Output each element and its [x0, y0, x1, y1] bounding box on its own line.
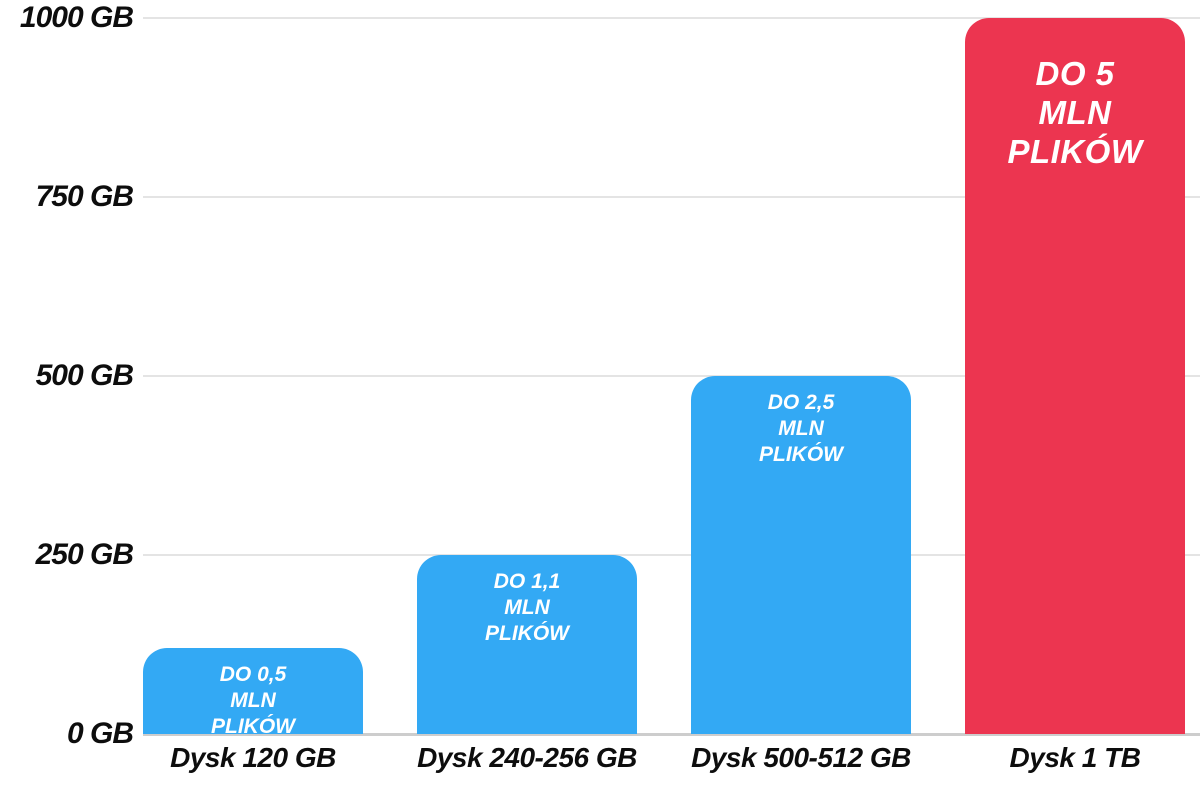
- x-tick-text: Dysk 500-512 GB: [691, 742, 911, 773]
- gridline-1000: [143, 17, 1200, 19]
- x-tick-label-2: Dysk 240-256 GB: [417, 742, 637, 774]
- x-axis: Dysk 120 GB Dysk 240-256 GB Dysk 500-512 G…: [143, 742, 1200, 774]
- y-tick-label-500: 500 GB: [35, 359, 134, 392]
- gridline-500: [143, 375, 1200, 377]
- bar-label: PLIKÓW: [1007, 133, 1143, 170]
- plot-area: DO 0,5 MLN PLIKÓW DO 1,1 MLN PLIKÓW DO 2,5 MLN P…: [143, 18, 1200, 738]
- bar-label: DO 2,5: [767, 391, 835, 414]
- bar-2: DO 1,1 MLN PLIKÓW: [417, 555, 637, 734]
- x-tick-text: Dysk 1 TB: [1009, 742, 1141, 773]
- bar-label: DO 5: [1035, 55, 1115, 92]
- bar-label: PLIKÓW: [485, 622, 569, 645]
- x-tick-text: Dysk 120 GB: [170, 742, 336, 773]
- bar-label: DO 1,1: [493, 570, 561, 593]
- bar-3: DO 2,5 MLN PLIKÓW: [691, 376, 911, 734]
- x-tick-label-4: Dysk 1 TB: [965, 742, 1185, 774]
- bar-label: PLIKÓW: [759, 443, 843, 466]
- bar-label: DO 0,5: [219, 663, 287, 687]
- bar-label: MLN: [504, 596, 550, 619]
- bar-label: MLN: [778, 417, 824, 440]
- x-tick-text: Dysk 240-256 GB: [417, 742, 637, 773]
- x-tick-label-1: Dysk 120 GB: [143, 742, 363, 774]
- y-tick-label-1000: 1000 GB: [19, 1, 134, 34]
- y-tick-label-0: 0 GB: [66, 717, 134, 750]
- bar-label: PLIKÓW: [211, 715, 295, 739]
- bar-1: DO 0,5 MLN PLIKÓW: [143, 648, 363, 738]
- gridline-0: [143, 733, 1200, 736]
- bar-label: MLN: [230, 689, 276, 713]
- bar-4: DO 5 MLN PLIKÓW: [965, 18, 1185, 734]
- y-tick-label-250: 250 GB: [35, 538, 134, 571]
- y-tick-label-750: 750 GB: [35, 180, 134, 213]
- bar-label: MLN: [1038, 94, 1112, 131]
- gridline-750: [143, 196, 1200, 198]
- x-tick-label-3: Dysk 500-512 GB: [691, 742, 911, 774]
- gridline-250: [143, 554, 1200, 556]
